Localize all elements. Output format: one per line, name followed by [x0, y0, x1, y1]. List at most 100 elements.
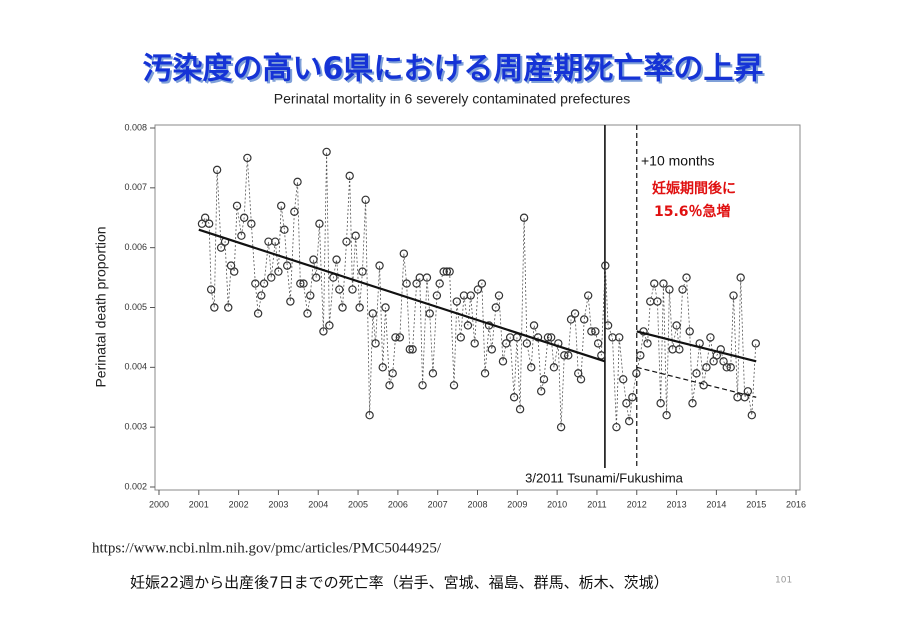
- data-point: [338, 303, 347, 312]
- data-point: [293, 177, 302, 187]
- trend-line: [636, 366, 757, 398]
- data-point: [206, 285, 216, 294]
- data-point: [566, 315, 576, 324]
- data-point: [619, 375, 628, 384]
- data-point: [706, 333, 715, 342]
- data-point: [682, 273, 691, 282]
- page-number: 101: [775, 576, 792, 586]
- data-point: [672, 321, 681, 330]
- data-point: [299, 279, 308, 288]
- data-point: [529, 321, 539, 330]
- data-point: [487, 345, 497, 354]
- data-point: [736, 273, 745, 282]
- x-tick-label: 2016: [786, 499, 806, 509]
- data-point: [239, 213, 249, 222]
- data-point: [494, 291, 504, 300]
- data-point: [685, 327, 694, 336]
- data-point: [587, 327, 596, 336]
- y-tick-label: 0.008: [124, 122, 147, 132]
- data-point: [322, 147, 331, 157]
- data-point: [259, 279, 269, 288]
- data-point: [463, 321, 473, 330]
- annotation: 15.6％急増: [654, 203, 731, 220]
- data-point: [381, 303, 390, 312]
- data-point: [480, 369, 490, 378]
- annotation: 妊娠期間後に: [652, 180, 736, 197]
- data-point: [271, 237, 280, 246]
- data-point: [726, 363, 735, 372]
- data-point: [391, 333, 400, 342]
- trend-line: [198, 228, 606, 363]
- data-point: [498, 357, 508, 366]
- data-point: [603, 321, 613, 330]
- data-point: [477, 279, 487, 288]
- data-point: [243, 153, 252, 163]
- x-tick-label: 2012: [627, 499, 647, 509]
- data-point: [570, 309, 580, 318]
- x-tick-label: 2013: [667, 499, 687, 509]
- x-tick-label: 2000: [149, 499, 169, 509]
- x-tick-label: 2015: [746, 499, 766, 509]
- data-point: [312, 273, 321, 282]
- data-point: [692, 369, 701, 378]
- data-point: [402, 279, 411, 288]
- data-point: [365, 411, 374, 420]
- data-point: [665, 285, 674, 294]
- data-point: [212, 165, 222, 175]
- data-point: [428, 369, 438, 378]
- data-point: [210, 303, 219, 312]
- data-point: [591, 327, 600, 336]
- data-point: [612, 422, 621, 432]
- x-tick-label: 2002: [229, 499, 249, 509]
- y-tick-label: 0.004: [124, 362, 147, 372]
- x-tick-label: 2004: [308, 499, 328, 509]
- data-point: [556, 422, 566, 432]
- data-point: [232, 201, 242, 210]
- data-point: [509, 393, 519, 402]
- data-point: [355, 303, 364, 312]
- x-tick-label: 2003: [268, 499, 288, 509]
- data-point: [601, 261, 610, 270]
- data-point: [466, 291, 475, 300]
- data-point: [560, 351, 569, 360]
- data-point: [539, 375, 549, 384]
- data-point: [470, 339, 479, 348]
- data-point: [445, 267, 454, 276]
- data-point: [368, 309, 377, 318]
- data-point: [549, 363, 559, 372]
- x-tick-label: 2010: [547, 499, 567, 509]
- annotation: 3/2011 Tsunami/Fukushima: [525, 470, 684, 485]
- data-point: [522, 339, 532, 348]
- data-point: [580, 315, 589, 324]
- chart-title: Perinatal mortality in 6 severely contam…: [274, 91, 630, 107]
- data-point: [395, 333, 405, 342]
- x-tick-label: 2001: [189, 499, 209, 509]
- data-point: [253, 309, 263, 318]
- data-point: [650, 279, 659, 288]
- y-tick-label: 0.002: [124, 481, 147, 491]
- data-point: [385, 381, 394, 390]
- x-tick-label: 2007: [428, 499, 448, 509]
- data-point: [456, 333, 465, 342]
- data-point: [290, 207, 299, 216]
- data-point: [388, 369, 397, 378]
- slide-title-shadow: 汚染度の高い6県における周産期死亡率の上昇: [145, 54, 766, 89]
- x-tick-label: 2008: [467, 499, 487, 509]
- data-point: [303, 309, 312, 318]
- data-point: [452, 297, 461, 306]
- data-point: [527, 363, 536, 372]
- data-point: [678, 285, 687, 294]
- data-point: [537, 387, 546, 396]
- data-point: [286, 297, 295, 306]
- data-point: [583, 291, 593, 300]
- caption: 妊娠22週から出産後7日までの死亡率（岩手、宮城、福島、群馬、栃木、茨城）: [130, 574, 669, 592]
- data-point: [257, 291, 266, 300]
- y-tick-label: 0.003: [124, 422, 147, 432]
- data-point: [237, 231, 246, 240]
- data-point: [628, 393, 637, 402]
- data-point: [282, 261, 292, 270]
- data-point: [375, 261, 384, 270]
- data-point: [729, 291, 738, 300]
- data-point: [636, 351, 645, 360]
